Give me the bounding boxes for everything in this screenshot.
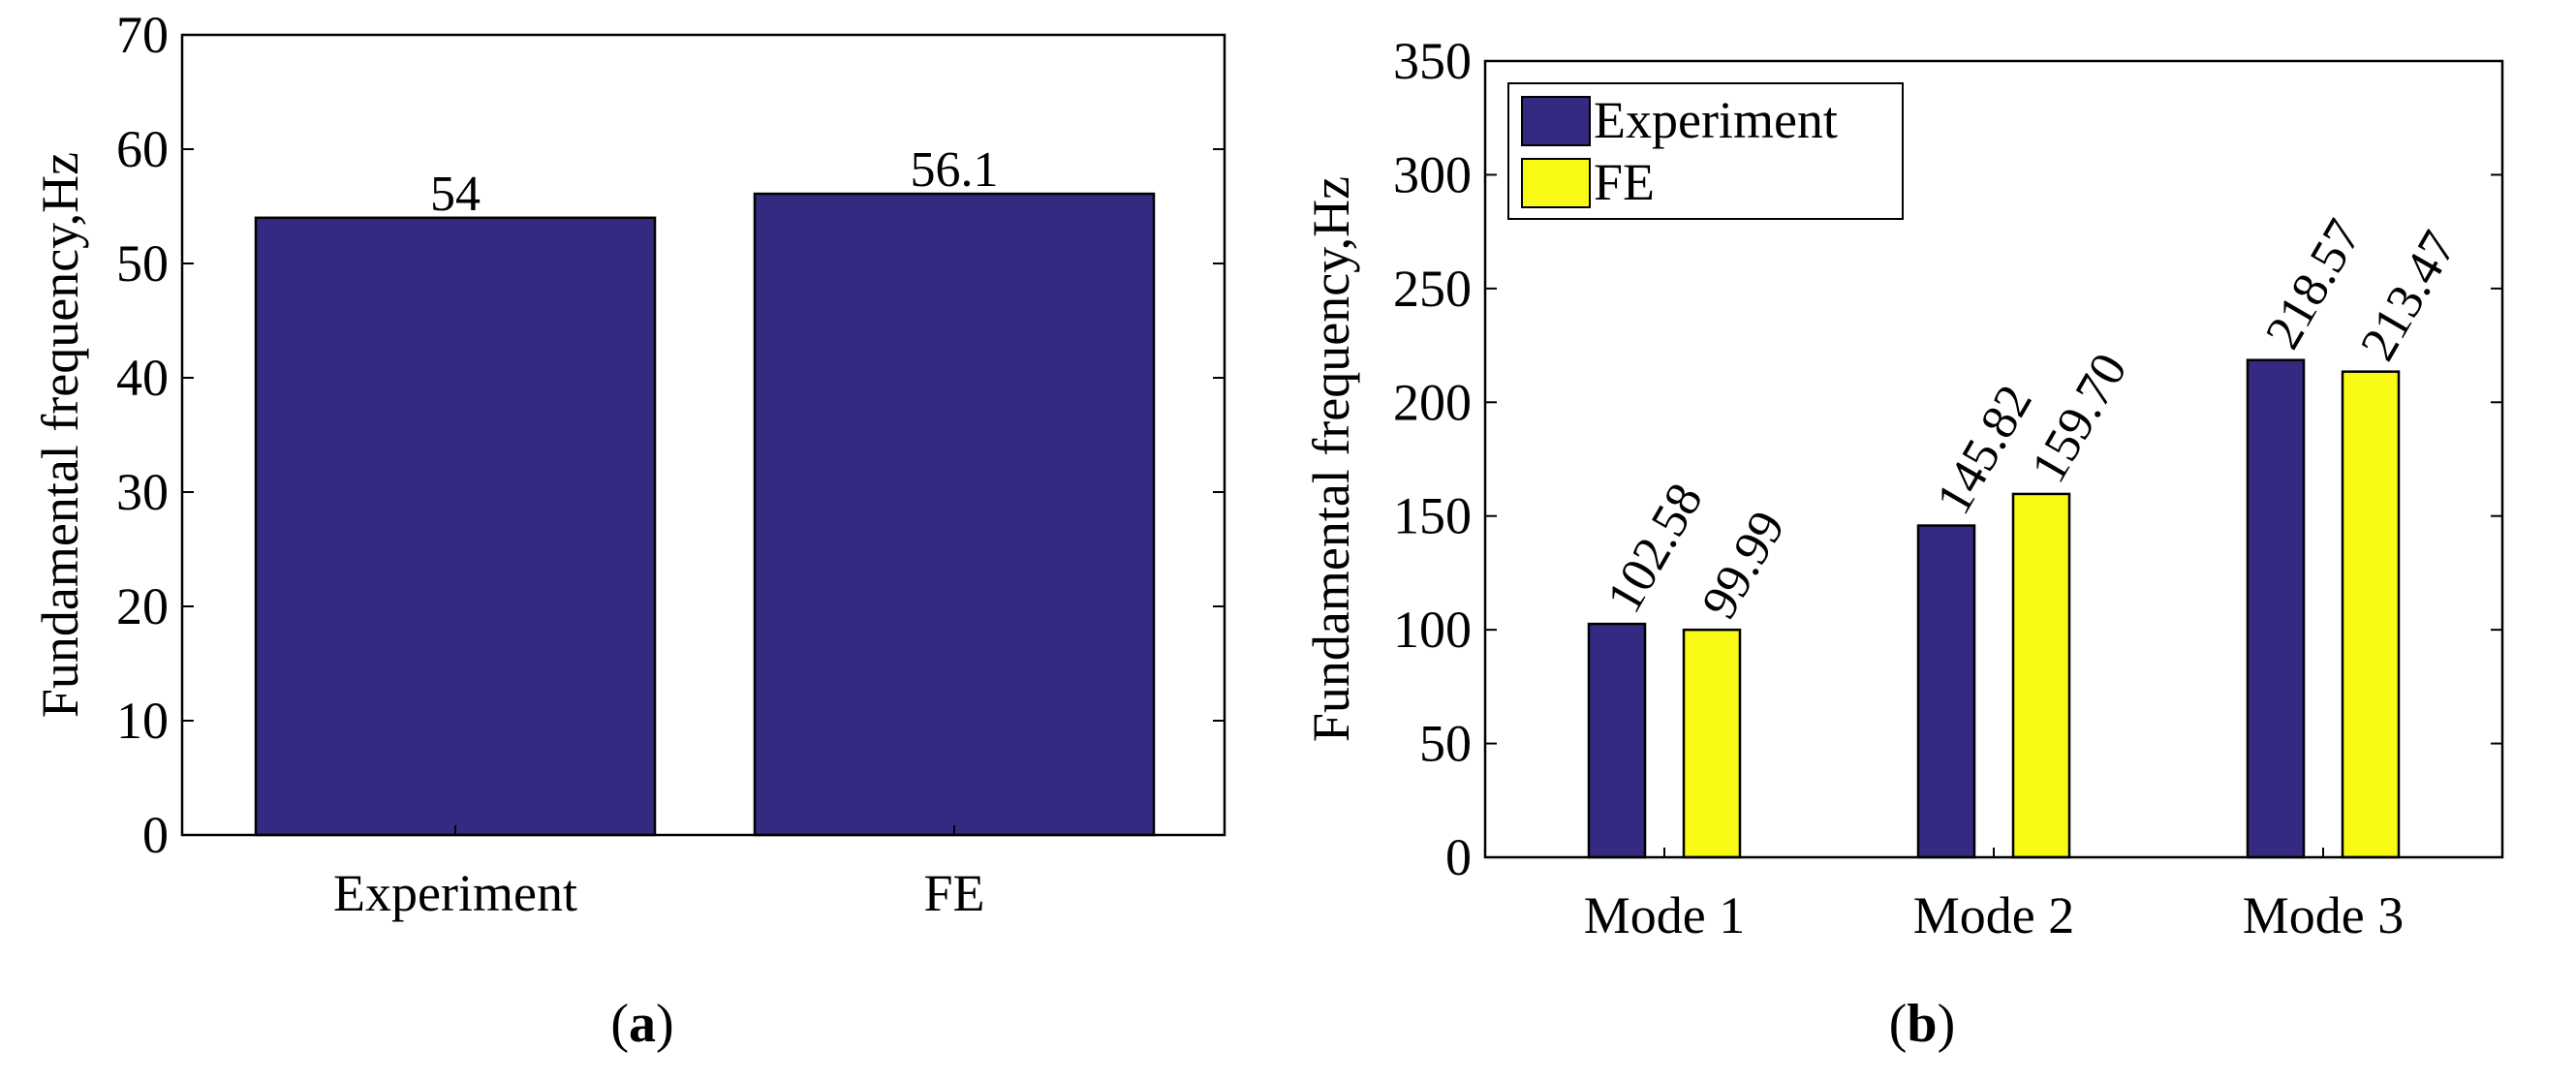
panel-caption: (a) <box>610 994 673 1054</box>
panel-caption: (b) <box>1889 994 1955 1054</box>
legend-swatch-fe <box>1521 158 1591 208</box>
x-tick-label: Mode 1 <box>1584 886 1745 944</box>
x-tick-label: FE <box>923 864 984 922</box>
x-tick-label: Mode 3 <box>2243 886 2404 944</box>
y-tick-label: 150 <box>1393 487 1472 545</box>
data-label: 99.99 <box>1691 502 1796 628</box>
bar-fe-3 <box>2341 370 2401 859</box>
data-label: 159.70 <box>2021 345 2138 492</box>
data-label: 56.1 <box>911 142 999 198</box>
y-tick-label: 50 <box>1419 715 1472 773</box>
y-tick-label: 0 <box>142 806 169 864</box>
y-tick-label: 30 <box>116 463 169 521</box>
y-tick-label: 70 <box>116 6 169 64</box>
y-axis-title: Fundamental frequency,Hz <box>31 152 89 718</box>
bar-experiment <box>254 216 657 837</box>
y-tick-label: 20 <box>116 577 169 635</box>
bar-fe-2 <box>2011 492 2071 859</box>
legend-swatch-experiment <box>1521 96 1591 146</box>
axes-box <box>180 33 1226 837</box>
bar-fe-1 <box>1682 628 1742 859</box>
y-tick-label: 200 <box>1393 373 1472 431</box>
y-tick-label: 250 <box>1393 260 1472 318</box>
bar-fe <box>753 192 1156 837</box>
x-tick-label: Mode 2 <box>1913 886 2074 944</box>
bar-experiment-2 <box>1916 524 1976 859</box>
bar-experiment-1 <box>1587 622 1647 859</box>
chart-panel-a: 54 Experiment 56.1 FE 0 10 20 30 40 50 60 70 Fundame… <box>31 6 1226 1054</box>
y-tick-label: 300 <box>1393 145 1472 203</box>
axes-box <box>1483 59 2504 859</box>
y-tick-label: 50 <box>116 234 169 293</box>
y-tick-label: 60 <box>116 120 169 178</box>
y-tick-label: 0 <box>1445 828 1472 886</box>
y-tick-label: 350 <box>1393 32 1472 90</box>
y-tick-label: 40 <box>116 349 169 407</box>
y-tick-label: 100 <box>1393 601 1472 659</box>
legend-label: FE <box>1594 153 1655 211</box>
legend-label: Experiment <box>1594 91 1838 149</box>
bar-experiment-3 <box>2246 358 2306 859</box>
y-tick-label: 10 <box>116 692 169 750</box>
y-axis-title: Fundamental frequency,Hz <box>1302 176 1360 742</box>
data-label: 54 <box>430 167 481 222</box>
chart-panel-b: Mode 1 Mode 2 Mode 3102.58145.82218.5799.9… <box>1302 32 2504 1054</box>
x-tick-label: Experiment <box>333 864 577 922</box>
